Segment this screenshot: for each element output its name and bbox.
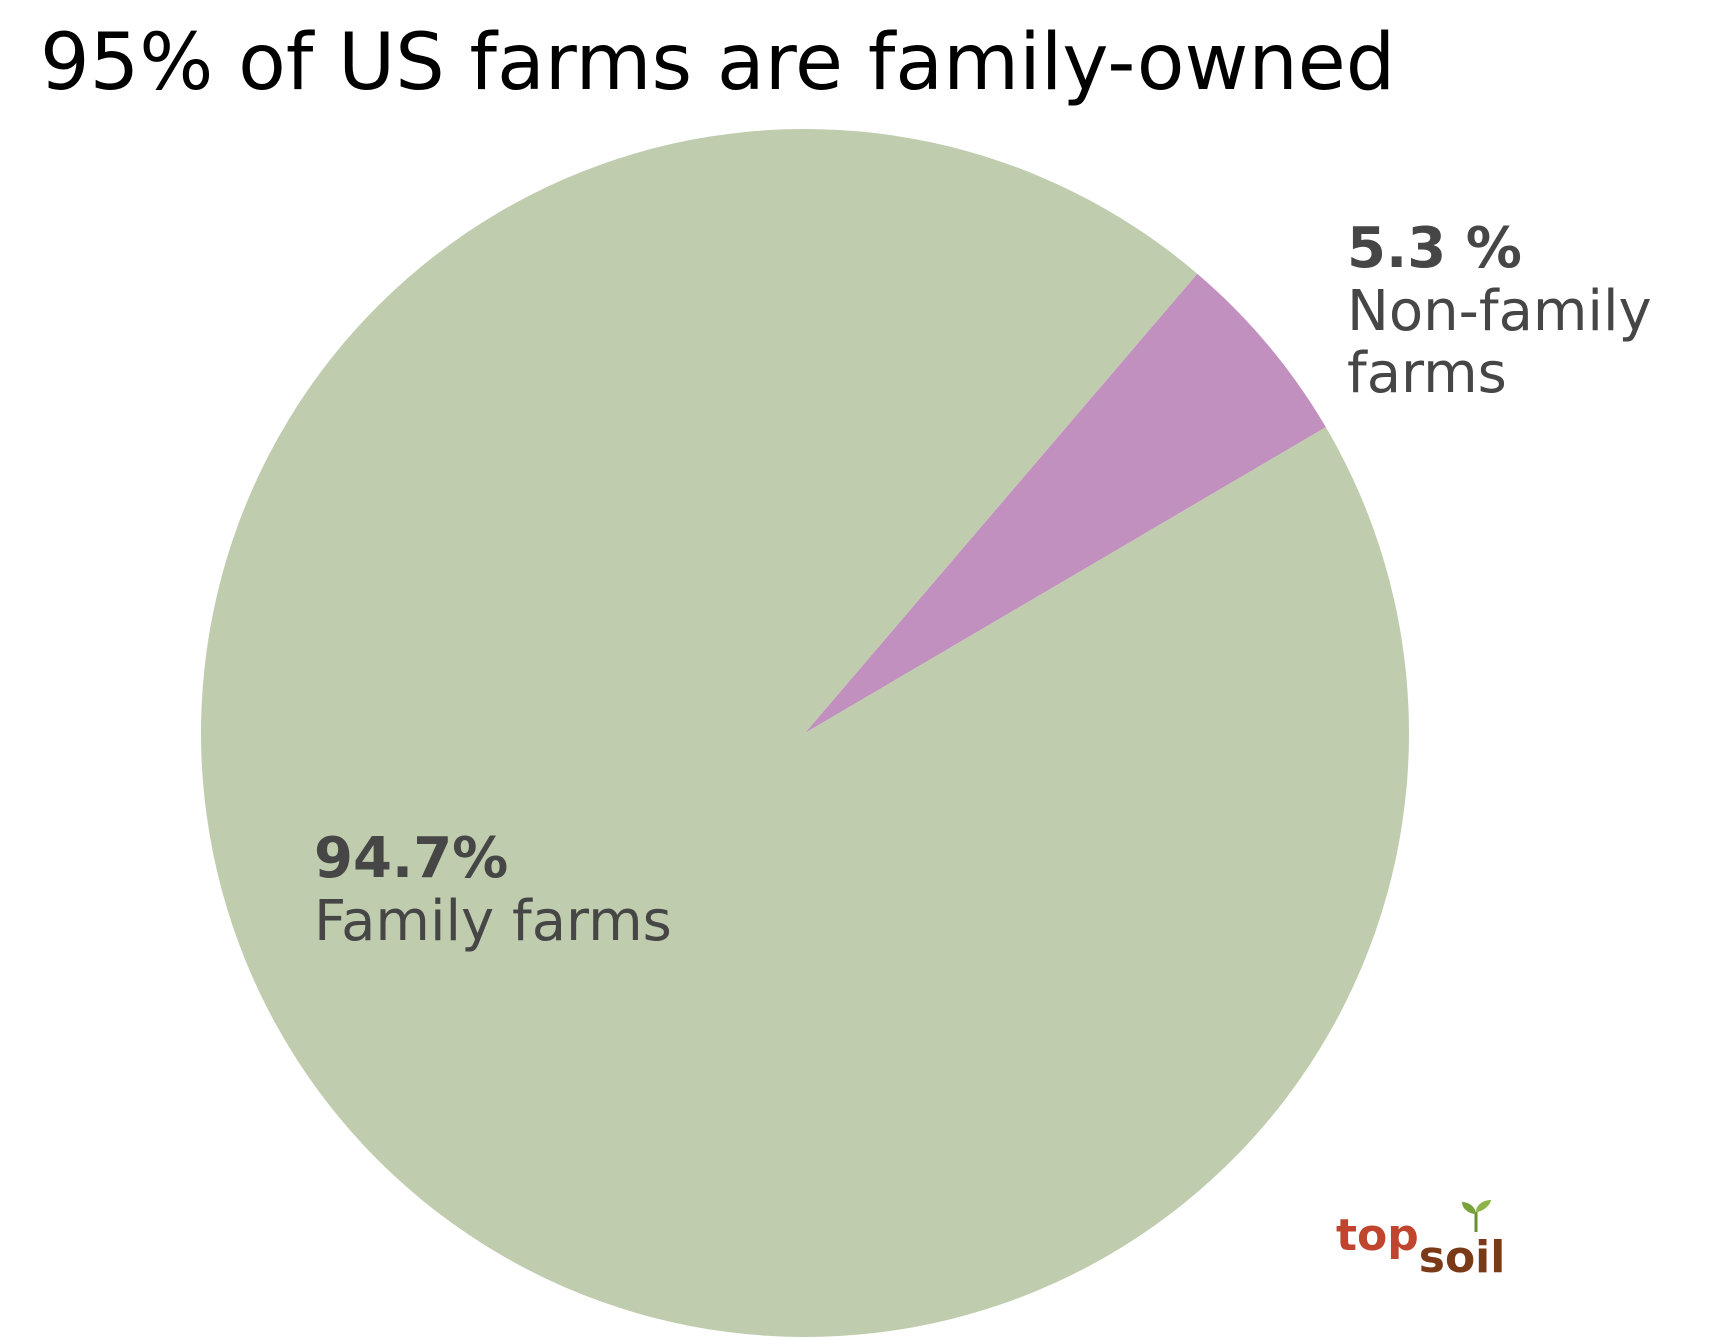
pie-slice-non-family-farms <box>805 273 1326 733</box>
family-name: Family farms <box>314 888 672 954</box>
topsoil-logo: topsoil <box>1336 1200 1505 1283</box>
logo-text-soil: soil <box>1418 1232 1506 1283</box>
family-label: 94.7% Family farms <box>314 826 774 954</box>
pie-slices <box>201 128 1410 1337</box>
non-family-label: 5.3 % Non-family farms <box>1347 216 1717 407</box>
sprout-icon <box>1462 1200 1491 1232</box>
chart-title: 95% of US farms are family-owned <box>40 18 1396 108</box>
non-family-name-line1: Non-family <box>1347 278 1652 344</box>
non-family-percent: 5.3 % <box>1347 216 1522 281</box>
pie-slice-family-farms <box>201 128 1410 1337</box>
non-family-name-line2: farms <box>1347 341 1507 407</box>
family-percent: 94.7% <box>314 826 509 891</box>
logo-text-top: top <box>1336 1210 1419 1261</box>
